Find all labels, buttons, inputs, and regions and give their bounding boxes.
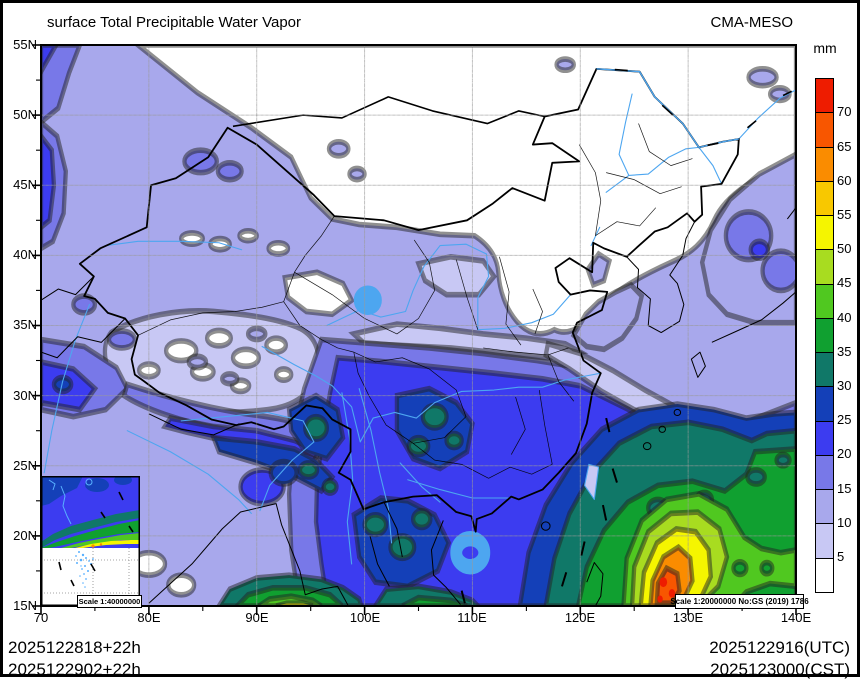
lon-label: 110E (457, 610, 487, 625)
lon-label: 130E (672, 610, 704, 625)
lat-label: 20N (13, 528, 37, 543)
inset-svg (37, 475, 140, 606)
init-time-cst: 2025122902+22h (8, 660, 141, 679)
colorbar-label: 10 (837, 515, 852, 530)
fill-west-edge-blue (41, 132, 57, 231)
colorbar-label: 15 (837, 481, 852, 496)
lat-label: 40N (13, 247, 37, 262)
colorbar-label: 50 (837, 241, 852, 256)
lat-label: 45N (13, 177, 37, 192)
map-canvas (41, 45, 796, 606)
colorbar-cell (816, 523, 833, 558)
colorbar (815, 78, 834, 593)
valid-time-utc: 2025122916(UTC) (709, 638, 850, 657)
colorbar-label: 40 (837, 310, 852, 325)
colorbar-cell (816, 352, 833, 387)
colorbar-cell (816, 283, 833, 318)
inset-scale-note: Scale 1:40000000 (77, 595, 142, 608)
colorbar-cell (816, 386, 833, 421)
lon-label: 140E (780, 610, 812, 625)
precip-map-svg (41, 45, 796, 606)
fill-hengduan-teal (303, 413, 329, 442)
colorbar-label: 5 (837, 549, 845, 564)
colorbar-cell (816, 215, 833, 250)
colorbar-cell (816, 249, 833, 284)
fill-kashmir-dark (51, 374, 74, 395)
colorbar-label: 55 (837, 207, 852, 222)
map-scale-text: Scale 1:20000000 No:GS (2019) 1786 (670, 597, 809, 606)
colorbar-unit: mm (813, 40, 837, 56)
page-title: surface Total Precipitable Water Vapor (47, 14, 302, 31)
fill-bob-yellow (275, 600, 314, 606)
colorbar-label: 60 (837, 173, 852, 188)
inset-scale-text: Scale 1:40000000 (78, 597, 141, 606)
init-time-utc: 2025122818+22h (8, 638, 141, 657)
colorbar-cell (816, 79, 833, 113)
lon-label: 120E (564, 610, 596, 625)
inset-island-speckles (75, 551, 94, 588)
colorbar-cell (816, 317, 833, 353)
lat-label: 35N (13, 317, 37, 332)
colorbar-label: 30 (837, 378, 852, 393)
fill-karakoram-violet (106, 328, 137, 351)
inset-orange-speck-1 (91, 544, 95, 548)
colorbar-label: 20 (837, 446, 852, 461)
lat-label: 50N (13, 107, 37, 122)
lon-label: 70 (33, 610, 49, 625)
colorbar-cell (816, 112, 833, 147)
lat-label: 15N (13, 598, 37, 613)
lon-label: 90E (245, 610, 269, 625)
inset-orange-speck-2 (99, 543, 103, 546)
south-china-sea-inset (37, 475, 140, 606)
map-scale-note: Scale 1:20000000 No:GS (2019) 1786 (670, 594, 809, 609)
init-times: 2025122818+22h 2025122902+22h (8, 637, 141, 681)
colorbar-cell (816, 146, 833, 181)
colorbar-label: 35 (837, 344, 852, 359)
lat-label: 55N (13, 37, 37, 52)
colorbar-label: 45 (837, 275, 852, 290)
lat-label: 30N (13, 388, 37, 403)
colorbar-label: 65 (837, 139, 852, 154)
model-name: CMA-MESO (710, 14, 794, 31)
lat-label: 25N (13, 458, 37, 473)
colorbar-label: 25 (837, 412, 852, 427)
colorbar-cell (816, 420, 833, 455)
colorbar-cell (816, 180, 833, 216)
colorbar-cell (816, 454, 833, 490)
lon-label: 100E (349, 610, 381, 625)
colorbar-label: 70 (837, 104, 852, 119)
valid-time-cst: 2025123000(CST) (710, 660, 850, 679)
qinghai-lake (353, 285, 382, 315)
colorbar-cell (816, 489, 833, 524)
valid-times: 2025122916(UTC) 2025123000(CST) (709, 637, 850, 681)
lon-label: 80E (137, 610, 161, 625)
colorbar-cell (816, 557, 833, 592)
